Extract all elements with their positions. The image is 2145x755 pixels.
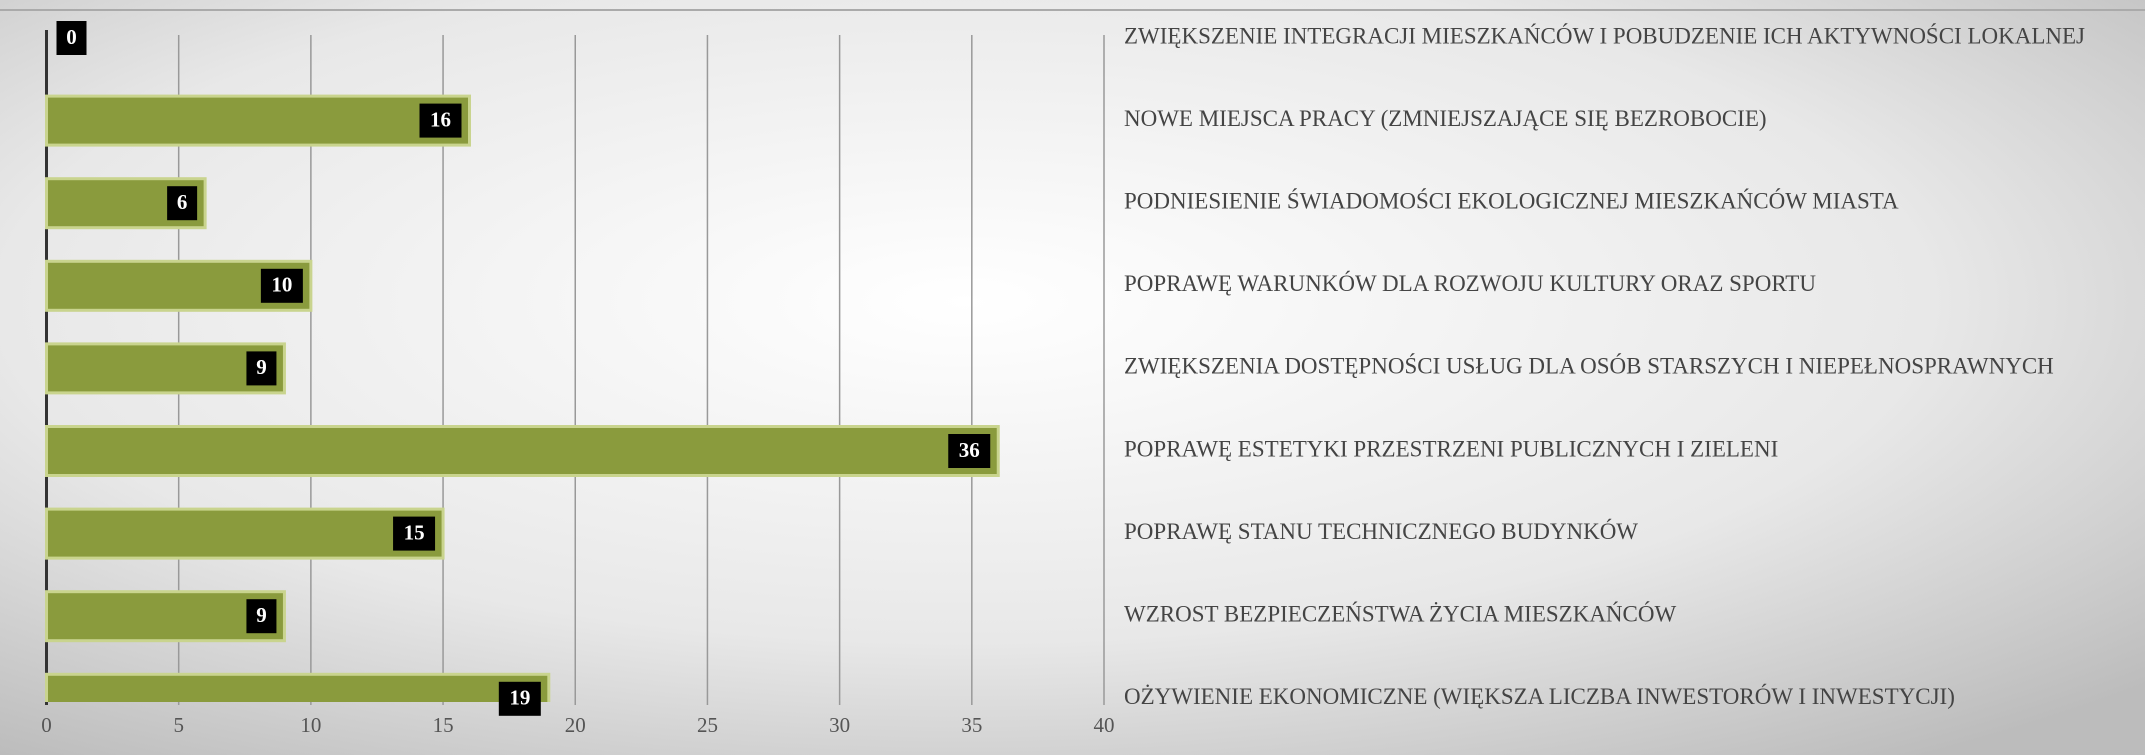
bar [45, 507, 445, 560]
x-tick-label: 0 [41, 713, 52, 737]
category-label: ZWIĘKSZENIA DOSTĘPNOŚCI USŁUG DLA OSÓB S… [1124, 353, 2054, 379]
value-label: 9 [256, 603, 267, 627]
value-label: 9 [256, 355, 267, 379]
value-label: 19 [509, 686, 530, 710]
value-label-box [948, 434, 991, 468]
category-label: POPRAWĘ STANU TECHNICZNEGO BUDYNKÓW [1124, 518, 1638, 544]
x-tick-label: 10 [300, 713, 321, 737]
value-label: 0 [66, 25, 77, 49]
value-label-box [246, 599, 277, 634]
x-tick-label: 5 [173, 713, 184, 737]
bar [45, 425, 1000, 477]
value-label: 16 [430, 107, 451, 131]
bar [45, 590, 286, 643]
value-label-box [246, 351, 277, 386]
bar [45, 342, 286, 395]
value-label: 36 [959, 438, 980, 462]
category-label: POPRAWĘ WARUNKÓW DLA ROZWOJU KULTURY ORA… [1124, 270, 1816, 296]
bar [45, 672, 551, 702]
x-tick-label: 35 [961, 713, 982, 737]
x-tick-label: 25 [697, 713, 718, 737]
bar [45, 94, 471, 147]
category-label: OŻYWIENIE EKONOMICZNE (WIĘKSZA LICZBA IN… [1124, 683, 1955, 709]
value-label-box [260, 268, 303, 303]
category-label: PODNIESIENIE ŚWIADOMOŚCI EKOLOGICZNEJ MI… [1124, 187, 1899, 213]
value-label-box [419, 103, 462, 138]
value-label-box [167, 186, 198, 221]
value-label-box [498, 681, 541, 716]
x-tick-label: 40 [1094, 713, 1115, 737]
category-label: POPRAWĘ ESTETYKI PRZESTRZENI PUBLICZNYCH… [1124, 436, 1778, 461]
value-label-box [56, 21, 87, 55]
category-label: NOWE MIEJSCA PRACY (ZMNIEJSZAJĄCE SIĘ BE… [1124, 106, 1767, 131]
x-tick-label: 30 [829, 713, 850, 737]
category-label: WZROST BEZPIECZEŃSTWA ŻYCIA MIESZKAŃCÓW [1124, 600, 1676, 626]
category-label: ZWIĘKSZENIE INTEGRACJI MIESZKAŃCÓW I POB… [1124, 22, 2085, 48]
x-tick-label: 20 [565, 713, 586, 737]
value-label: 10 [271, 273, 292, 297]
value-label: 6 [177, 190, 188, 214]
value-label-box [393, 516, 436, 551]
x-tick-label: 15 [433, 713, 454, 737]
value-label: 15 [404, 520, 425, 544]
